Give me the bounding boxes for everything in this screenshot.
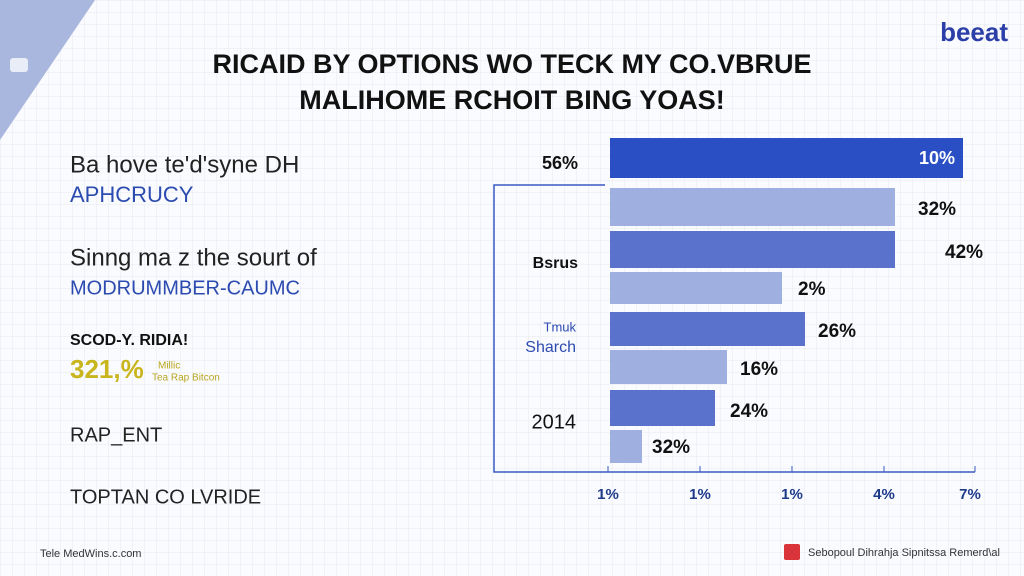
axis-label: 1%	[781, 486, 803, 503]
bar	[610, 430, 642, 463]
axis-label: 4%	[873, 486, 895, 503]
corner-accent	[0, 0, 95, 140]
highlight-text: MODRUMMBER-CAUMC	[70, 277, 300, 299]
text-line: Sinng ma z the sourt of	[70, 244, 317, 271]
text-line: RAP_ENT	[70, 424, 162, 446]
footer-text: Tele MedWins.c.com	[40, 548, 141, 560]
axis-label: 7%	[959, 486, 981, 503]
bar-label: 24%	[730, 401, 768, 422]
bar-label: 2%	[798, 279, 826, 300]
highlight-text: APHCRUCY	[70, 182, 194, 207]
bar	[610, 312, 805, 346]
note: Tea Rap Bitcon	[152, 373, 220, 384]
bar	[610, 188, 895, 226]
title-line: MALIHOME RCHOIT BING YOAS!	[299, 85, 725, 115]
bar-label: 10%	[919, 148, 955, 168]
row-label: Bsrus	[533, 255, 578, 272]
corner-icon	[10, 58, 28, 72]
bar	[610, 350, 727, 384]
axis-ticks	[607, 466, 976, 472]
chart: 10% 32% 42% 2% 26% 16% 24% 32% 56% Bsrus…	[493, 138, 983, 503]
text-line: Ba hove te'd'syne DH	[70, 151, 299, 178]
stat: 321,%	[70, 354, 144, 384]
row-label: Tmuk	[544, 319, 577, 334]
bar-label: 42%	[945, 242, 983, 263]
note: Millic	[158, 361, 180, 372]
bar	[610, 390, 715, 426]
footer-icon	[784, 544, 800, 560]
bar-label: 32%	[652, 437, 690, 458]
row-label: Sharch	[525, 339, 576, 356]
bar-label: 16%	[740, 359, 778, 380]
bar	[610, 138, 963, 178]
row-label: 56%	[542, 153, 578, 173]
row-label: 2014	[532, 411, 577, 433]
bar	[610, 272, 782, 304]
logo: beeat	[940, 17, 1008, 47]
axis-label: 1%	[689, 486, 711, 503]
bar-label: 26%	[818, 321, 856, 342]
axis-label: 1%	[597, 486, 619, 503]
footer-text: Sebopoul Dihrahja Sipnitssa Remerd\al	[808, 547, 1000, 559]
title-line: RICAID BY OPTIONS WO TECK MY CO.VBRUE	[212, 49, 811, 79]
axis-frame	[493, 184, 975, 473]
bar	[610, 231, 895, 268]
subheading: SCOD-Y. RIDIA!	[70, 332, 188, 349]
bar-label: 32%	[918, 199, 956, 220]
text-line: TOPTAN CO LVRIDE	[70, 486, 261, 508]
